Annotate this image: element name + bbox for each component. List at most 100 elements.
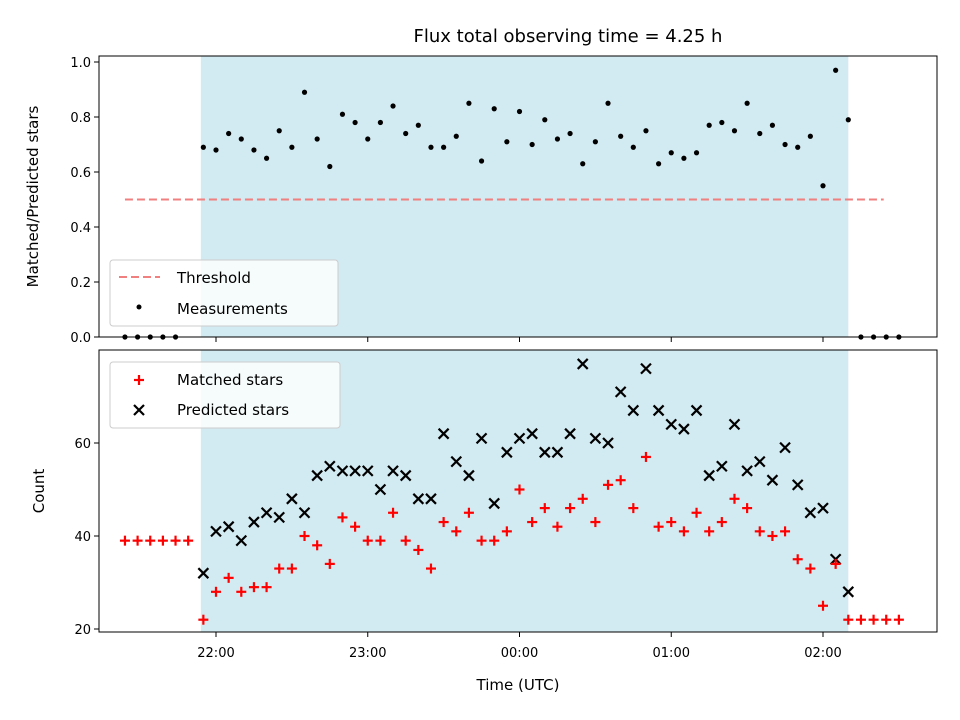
measurement-point bbox=[238, 136, 244, 142]
matched-star-point bbox=[843, 614, 854, 625]
predicted-star-point bbox=[463, 469, 475, 482]
predicted-star-point bbox=[412, 493, 425, 505]
predicted-star-point bbox=[437, 427, 450, 440]
matched-star-point bbox=[375, 535, 386, 546]
measurement-point bbox=[365, 136, 371, 142]
predicted-star-point bbox=[399, 469, 412, 482]
measurement-point bbox=[390, 103, 396, 109]
measurement-point bbox=[542, 117, 548, 123]
matched-star-point bbox=[893, 614, 904, 625]
measurement-point bbox=[554, 136, 561, 142]
matched-star-point bbox=[653, 521, 664, 532]
top-axes-frame bbox=[98, 55, 938, 338]
measurement-point bbox=[529, 141, 535, 148]
measurement-point bbox=[504, 139, 510, 145]
predicted-star-point bbox=[665, 418, 678, 431]
predicted-star-point bbox=[501, 446, 513, 459]
chart-title: Flux total observing time = 4.25 h bbox=[414, 26, 723, 47]
predicted-star-point bbox=[273, 511, 286, 524]
matched-star-point bbox=[742, 503, 753, 514]
measurement-point bbox=[200, 144, 206, 150]
matched-star-point bbox=[514, 484, 525, 495]
predicted-star-point bbox=[703, 469, 715, 482]
measurement-point bbox=[769, 122, 776, 128]
measurement-point bbox=[327, 163, 333, 170]
predicted-star-point bbox=[526, 427, 538, 440]
matched-stars-points bbox=[119, 451, 904, 625]
matched-star-point bbox=[691, 507, 702, 518]
measurement-points bbox=[122, 67, 902, 340]
predicted-star-point bbox=[564, 427, 576, 440]
matched-star-point bbox=[248, 582, 259, 593]
matched-star-point bbox=[501, 526, 512, 537]
predicted-star-point bbox=[425, 493, 437, 505]
y-tick-label: 40 bbox=[74, 530, 91, 545]
matched-star-point bbox=[312, 540, 323, 551]
measurement-point bbox=[681, 155, 687, 161]
matched-star-point bbox=[868, 614, 879, 625]
measurement-point bbox=[845, 117, 851, 123]
measurement-point bbox=[226, 130, 232, 137]
matched-star-point bbox=[805, 563, 816, 574]
matched-star-point bbox=[211, 586, 221, 597]
measurement-point bbox=[820, 183, 826, 189]
predicted-star-point bbox=[361, 465, 374, 477]
matched-star-point bbox=[324, 558, 335, 569]
measurement-point bbox=[466, 100, 472, 106]
legend-matched-label: Matched stars bbox=[177, 371, 283, 389]
measurement-point bbox=[744, 100, 750, 106]
predicted-star-point bbox=[349, 465, 361, 477]
legend-x-marker bbox=[133, 404, 145, 416]
predicted-star-point bbox=[222, 520, 235, 533]
predicted-star-point bbox=[260, 506, 273, 519]
measurement-point bbox=[415, 122, 421, 128]
predicted-star-point bbox=[627, 404, 640, 417]
matched-star-point bbox=[236, 586, 247, 597]
predicted-star-point bbox=[614, 386, 627, 398]
matched-star-point bbox=[132, 535, 143, 546]
x-axis-label: Time (UTC) bbox=[476, 676, 560, 694]
matched-star-point bbox=[170, 535, 181, 546]
matched-star-point bbox=[716, 517, 727, 528]
measurement-point bbox=[782, 141, 788, 148]
measurement-point bbox=[592, 139, 598, 145]
predicted-star-point bbox=[716, 460, 728, 473]
measurement-point bbox=[757, 130, 763, 137]
bottom-y-axis-label: Count bbox=[30, 469, 48, 514]
predicted-star-point bbox=[210, 525, 222, 538]
y-tick-label: 0.4 bbox=[70, 221, 91, 236]
measurement-point bbox=[693, 150, 700, 156]
top-x-ticks bbox=[215, 337, 824, 342]
predicted-star-point bbox=[235, 534, 248, 547]
predicted-star-point bbox=[817, 502, 829, 514]
measurement-point bbox=[428, 144, 434, 150]
matched-star-point bbox=[666, 517, 677, 528]
measurement-point bbox=[339, 111, 346, 117]
matched-star-point bbox=[590, 517, 601, 528]
predicted-star-point bbox=[248, 516, 260, 528]
predicted-star-point bbox=[324, 460, 336, 473]
matched-star-point bbox=[119, 535, 130, 546]
predicted-star-point bbox=[741, 465, 753, 477]
predicted-star-point bbox=[690, 404, 703, 417]
matched-star-point bbox=[767, 531, 778, 541]
bottom-axes-frame bbox=[98, 349, 938, 633]
matched-star-point bbox=[855, 614, 866, 625]
matched-star-point bbox=[565, 503, 576, 514]
matched-star-point bbox=[413, 544, 424, 555]
predicted-star-point bbox=[779, 441, 791, 454]
measurement-point bbox=[213, 147, 219, 153]
matched-star-point bbox=[451, 526, 462, 537]
matched-star-point bbox=[400, 535, 411, 546]
predicted-star-point bbox=[804, 506, 817, 519]
predicted-star-point bbox=[286, 493, 298, 505]
matched-star-point bbox=[830, 558, 841, 569]
matched-star-point bbox=[615, 475, 626, 486]
measurement-point bbox=[289, 144, 295, 150]
y-tick-label: 1.0 bbox=[70, 56, 91, 71]
x-tick-label: 02:00 bbox=[804, 646, 841, 661]
bottom-x-ticks: 22:00 23:00 00:00 01:00 02:00 bbox=[197, 632, 842, 661]
measurement-point bbox=[276, 128, 282, 134]
predicted-star-point bbox=[197, 567, 210, 579]
predicted-star-point bbox=[387, 465, 399, 477]
